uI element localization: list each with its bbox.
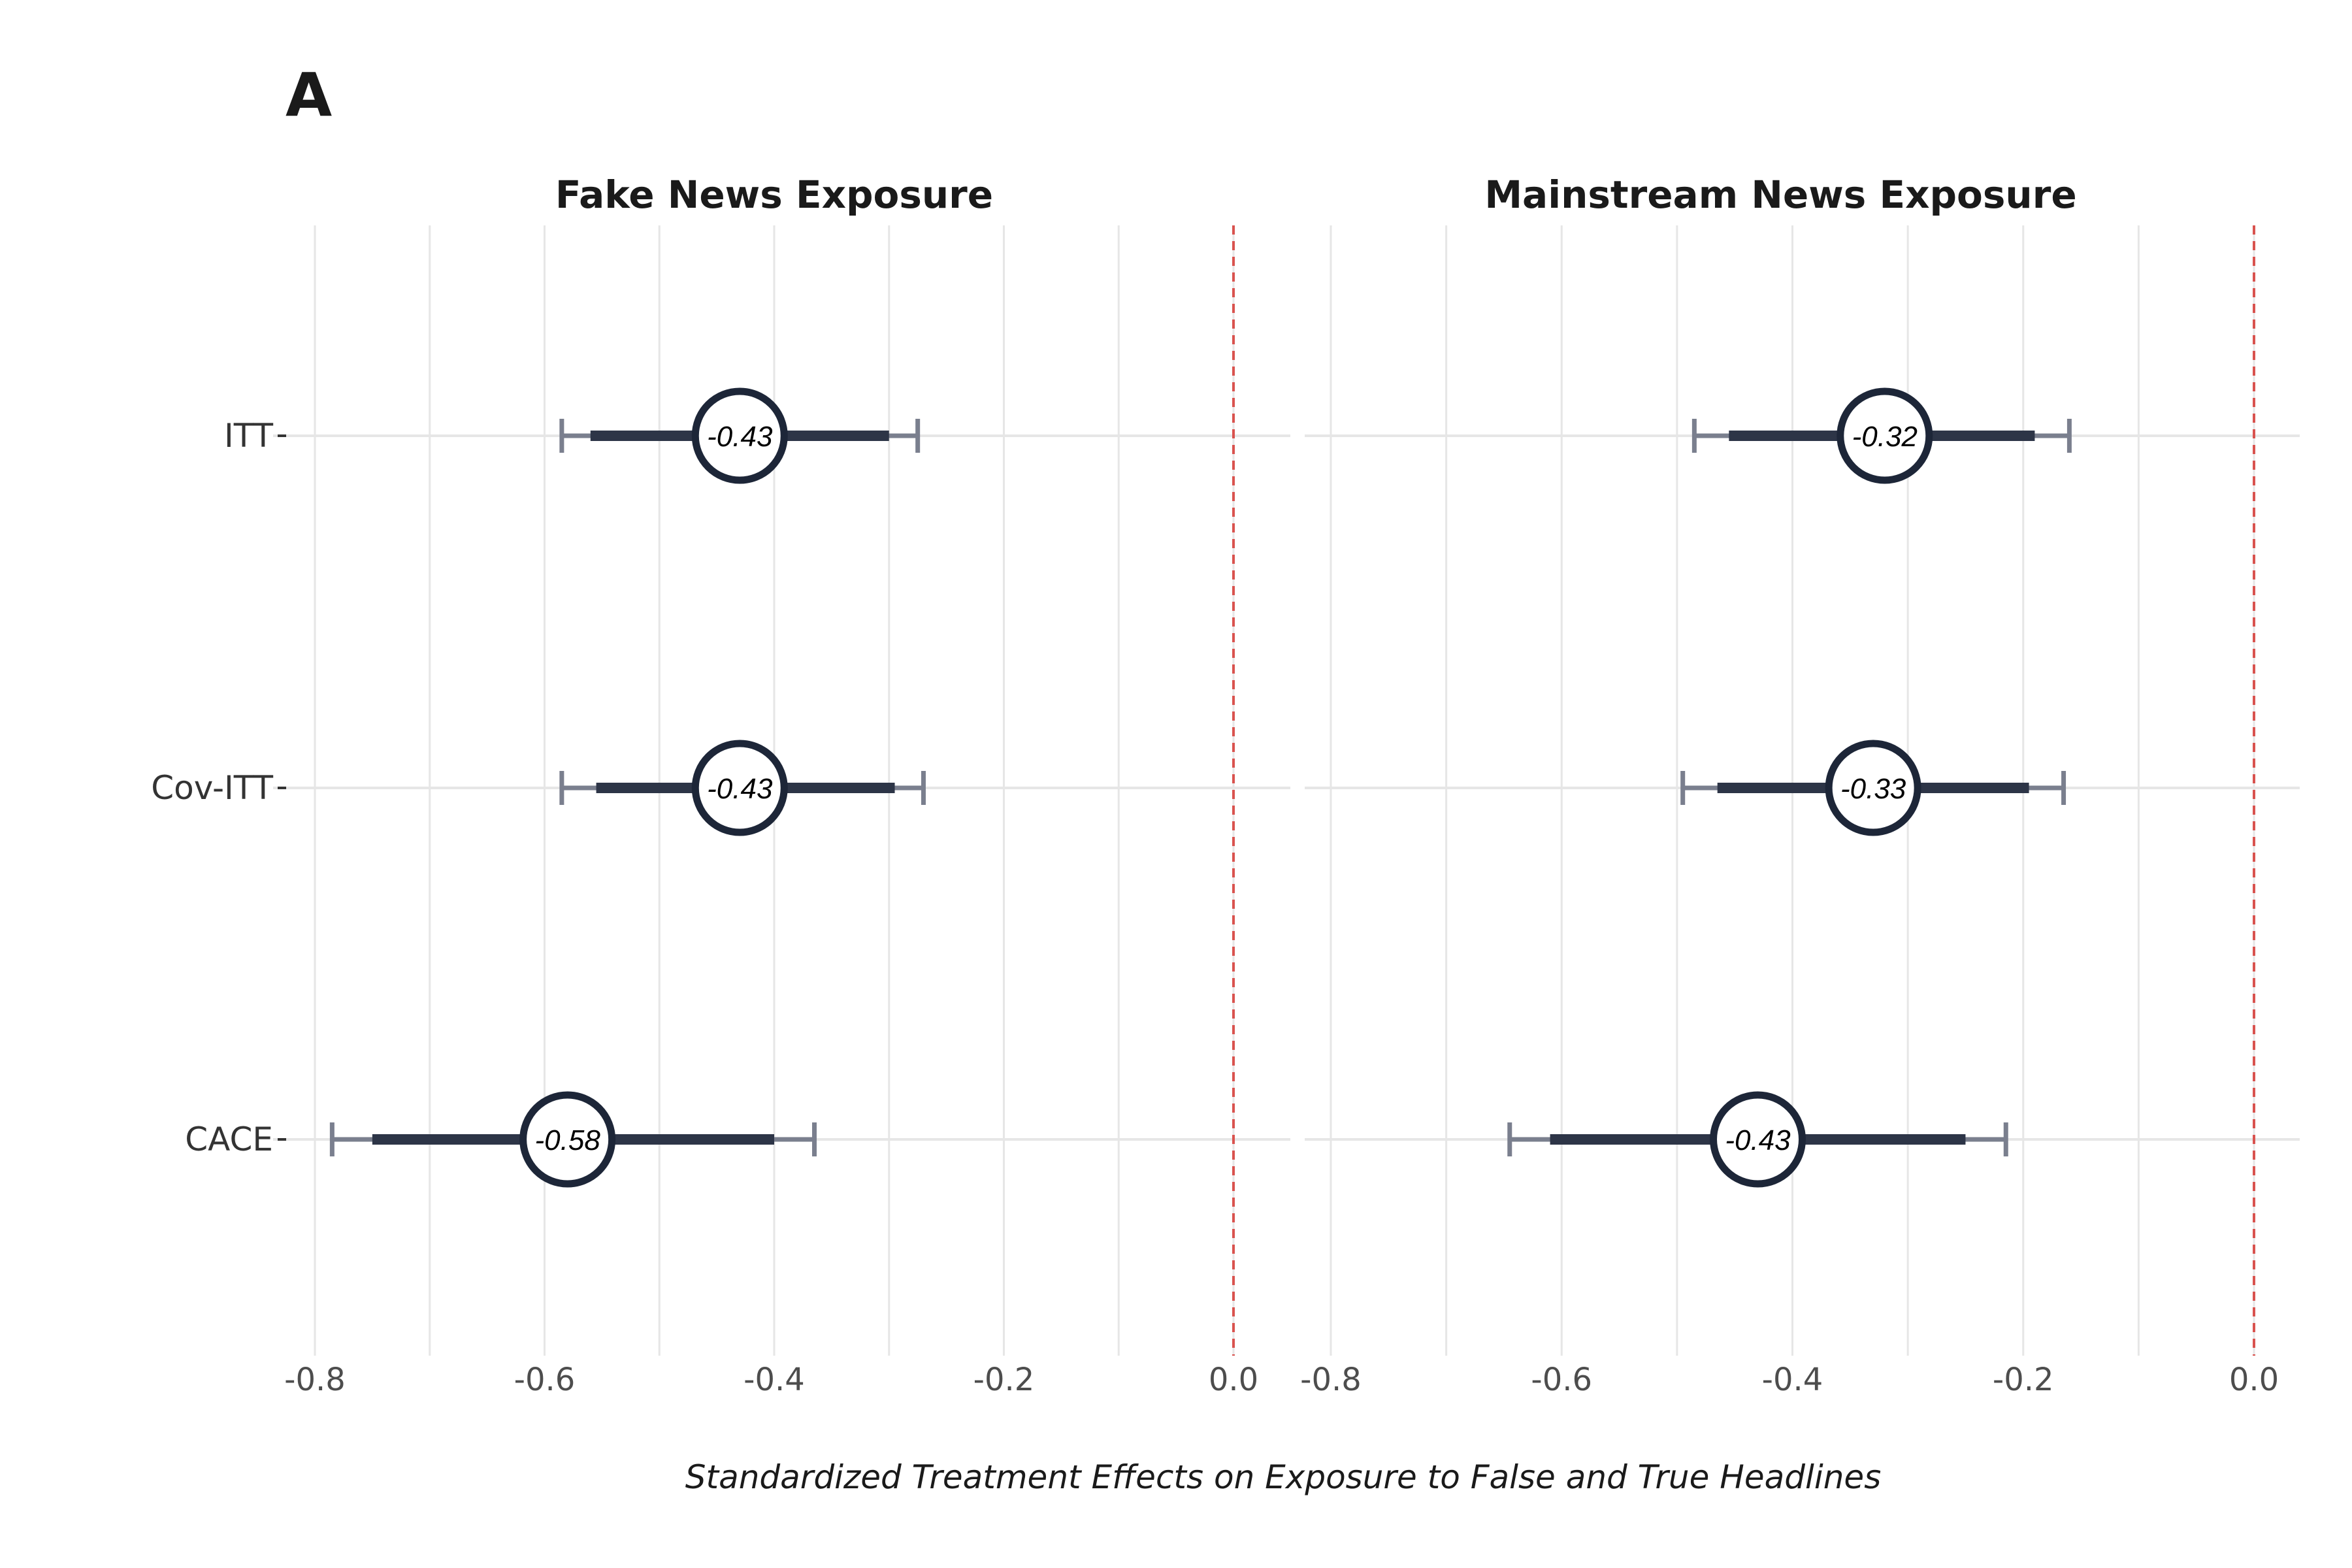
point-estimate — [691, 387, 788, 484]
y-category-label: CACE — [185, 1120, 273, 1158]
facet-title: Mainstream News Exposure — [1484, 172, 2076, 217]
y-category-label: ITT — [224, 417, 273, 455]
x-tick-label: -0.4 — [743, 1362, 805, 1398]
x-tick-label: -0.8 — [284, 1362, 346, 1398]
estimate-label: -0.43 — [707, 773, 773, 805]
x-tick-label: -0.4 — [1762, 1362, 1823, 1398]
estimate-label: -0.32 — [1852, 421, 1918, 453]
facet-mainstream-news: Mainstream News Exposure -0.8 -0.6 -0.4 -0.2… — [1300, 172, 2300, 1398]
point-estimate — [1837, 387, 1933, 484]
estimate-label: -0.33 — [1840, 773, 1906, 805]
x-tick-label: 0.0 — [1209, 1362, 1258, 1398]
point-estimate — [1825, 740, 1921, 836]
point-estimate — [519, 1091, 616, 1188]
facet-title: Fake News Exposure — [555, 172, 993, 217]
x-tick-label: -0.8 — [1300, 1362, 1362, 1398]
facet-fake-news: Fake News Exposure -0.8 -0.6 -0.4 -0.2 0.0 -0.… — [273, 172, 1290, 1398]
panel-letter: A — [286, 60, 333, 130]
point-estimate — [691, 740, 788, 836]
y-axis: ITT Cov-ITT CACE — [151, 417, 286, 1158]
estimate-label: -0.43 — [1725, 1124, 1791, 1156]
estimate-label: -0.58 — [535, 1124, 601, 1156]
x-tick-label: -0.6 — [514, 1362, 576, 1398]
estimate-label: -0.43 — [707, 421, 773, 453]
x-tick-label: -0.2 — [1993, 1362, 2054, 1398]
x-tick-label: -0.2 — [973, 1362, 1035, 1398]
x-tick-label: -0.6 — [1531, 1362, 1592, 1398]
point-estimate — [1710, 1091, 1806, 1188]
x-axis-title: Standardized Treatment Effects on Exposu… — [685, 1458, 1882, 1496]
y-category-label: Cov-ITT — [151, 769, 273, 807]
x-tick-label: 0.0 — [2229, 1362, 2279, 1398]
